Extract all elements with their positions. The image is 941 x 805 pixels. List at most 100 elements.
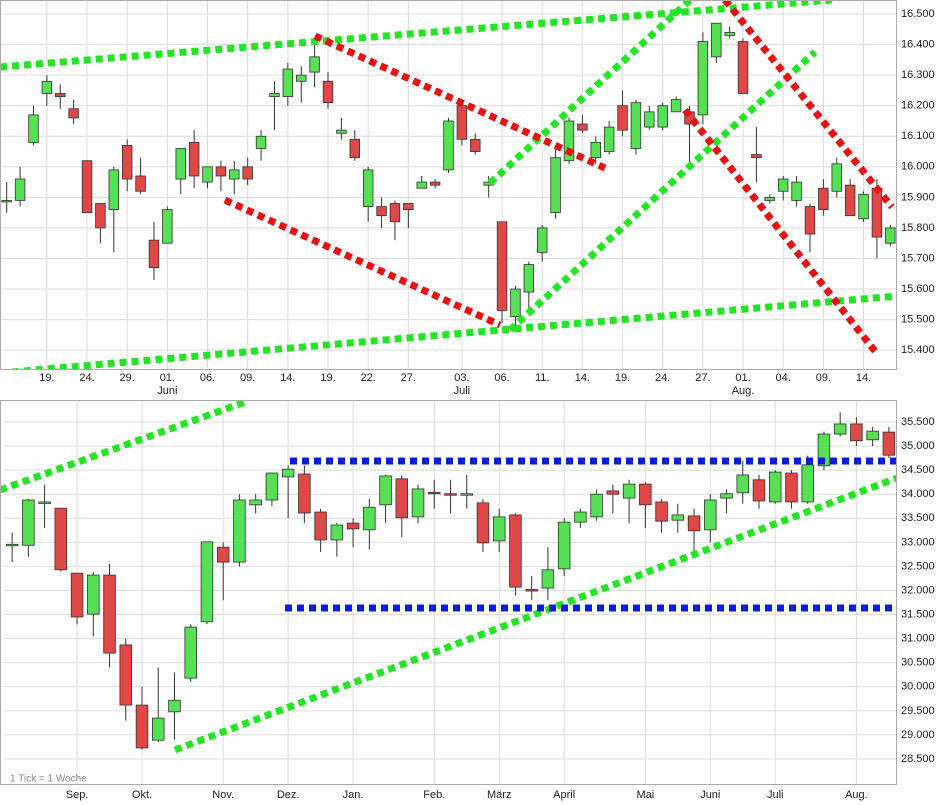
x-tick-label: Sep. xyxy=(66,789,89,801)
trend-line xyxy=(0,292,897,370)
candle-body xyxy=(496,221,508,311)
y-tick-label: 16.200 xyxy=(901,100,935,112)
candle-body xyxy=(557,521,571,570)
candle-body xyxy=(281,468,295,478)
candle-body xyxy=(249,499,262,506)
x-tick-label: 14. xyxy=(280,372,295,384)
candle-body xyxy=(443,120,454,171)
candle-body xyxy=(162,209,173,244)
candle-body xyxy=(346,522,360,530)
y-tick-label: 32.500 xyxy=(901,560,935,572)
candle-body xyxy=(871,187,883,238)
candle-body xyxy=(81,160,93,214)
candle-body xyxy=(460,493,473,496)
candle-body xyxy=(711,22,722,58)
candle-body xyxy=(379,475,392,506)
candle-body xyxy=(563,120,575,162)
candle-body xyxy=(428,491,441,495)
month-label: Juni xyxy=(157,385,177,397)
candle-body xyxy=(550,157,561,214)
y-tick-label: 30.500 xyxy=(901,657,935,669)
candle-body xyxy=(536,227,548,253)
grid-layer xyxy=(0,0,897,785)
y-tick-label: 35.500 xyxy=(901,416,935,428)
candle-body xyxy=(510,288,521,317)
x-tick-label: März xyxy=(487,789,511,801)
trend-line xyxy=(223,196,502,329)
candle-body xyxy=(657,105,668,128)
candle-body xyxy=(509,514,522,588)
trend-line xyxy=(0,400,247,494)
x-tick-label: 14. xyxy=(856,372,871,384)
candle-body xyxy=(764,196,776,201)
candle-body xyxy=(456,105,468,140)
candle-body xyxy=(670,99,682,113)
candle-body xyxy=(785,472,798,503)
candle-body xyxy=(14,178,26,201)
y-tick-label: 29.000 xyxy=(901,729,935,741)
candle-body xyxy=(95,203,106,229)
y-tick-label: 15.900 xyxy=(901,191,935,203)
candle-body xyxy=(330,524,344,541)
candle-body xyxy=(525,589,538,592)
y-tick-label: 29.500 xyxy=(901,705,935,717)
y-tick-label: 35.000 xyxy=(901,440,935,452)
candle-body xyxy=(574,511,587,523)
candle-body xyxy=(269,93,280,97)
candle-body xyxy=(603,126,615,152)
candle-body xyxy=(233,499,246,563)
candle-body xyxy=(108,169,120,210)
y-tick-label: 33.500 xyxy=(901,512,935,524)
trend-line xyxy=(507,49,818,333)
y-tick-label: 16.000 xyxy=(901,161,935,173)
mark-layer xyxy=(1,22,896,750)
x-tick-label: 29. xyxy=(120,372,135,384)
candle-body xyxy=(188,141,200,177)
candle-body xyxy=(777,178,789,192)
x-tick-label: 11. xyxy=(535,372,549,384)
candle-body xyxy=(322,80,334,104)
y-tick-label: 15.700 xyxy=(901,252,935,264)
candle-body xyxy=(882,431,896,456)
trend-line xyxy=(313,32,607,172)
x-tick-label: 09. xyxy=(816,372,831,384)
candle-body xyxy=(736,474,749,494)
candle-body xyxy=(70,572,84,618)
candle-body xyxy=(148,239,160,269)
x-tick-label: Nov. xyxy=(212,789,234,801)
x-tick-label: 01. xyxy=(735,372,750,384)
y-tick-label: 34.000 xyxy=(901,488,935,500)
x-tick-label: 04. xyxy=(776,372,791,384)
candle-body xyxy=(296,74,307,82)
candle-body xyxy=(752,479,766,502)
y-tick-label: 15.500 xyxy=(901,313,935,325)
candle-body xyxy=(833,423,847,435)
candle-body xyxy=(444,493,457,496)
candle-body xyxy=(403,203,414,210)
y-tick-label: 33.000 xyxy=(901,536,935,548)
candle-body xyxy=(168,699,181,713)
y-tick-label: 15.600 xyxy=(901,283,935,295)
candle-body xyxy=(804,206,816,235)
candle-body xyxy=(818,187,829,210)
y-tick-label: 16.100 xyxy=(901,130,935,142)
panel-border xyxy=(0,400,897,785)
candle-body xyxy=(622,483,636,499)
y-tick-label: 31.000 xyxy=(901,633,935,645)
y-tick-label: 31.500 xyxy=(901,608,935,620)
x-tick-label: 19. xyxy=(39,372,54,384)
candle-body xyxy=(470,138,481,152)
candle-body xyxy=(768,471,782,503)
candle-body xyxy=(282,68,294,97)
candle-body xyxy=(55,93,66,97)
candle-body xyxy=(655,501,668,522)
candle-body xyxy=(704,499,717,531)
candle-body xyxy=(215,166,227,177)
x-tick-label: Feb. xyxy=(423,789,445,801)
y-tick-label: 30.000 xyxy=(901,681,935,693)
y-tick-label: 15.800 xyxy=(901,222,935,234)
candle-body xyxy=(336,129,347,134)
candle-body xyxy=(831,163,842,192)
candle-body xyxy=(152,717,165,741)
